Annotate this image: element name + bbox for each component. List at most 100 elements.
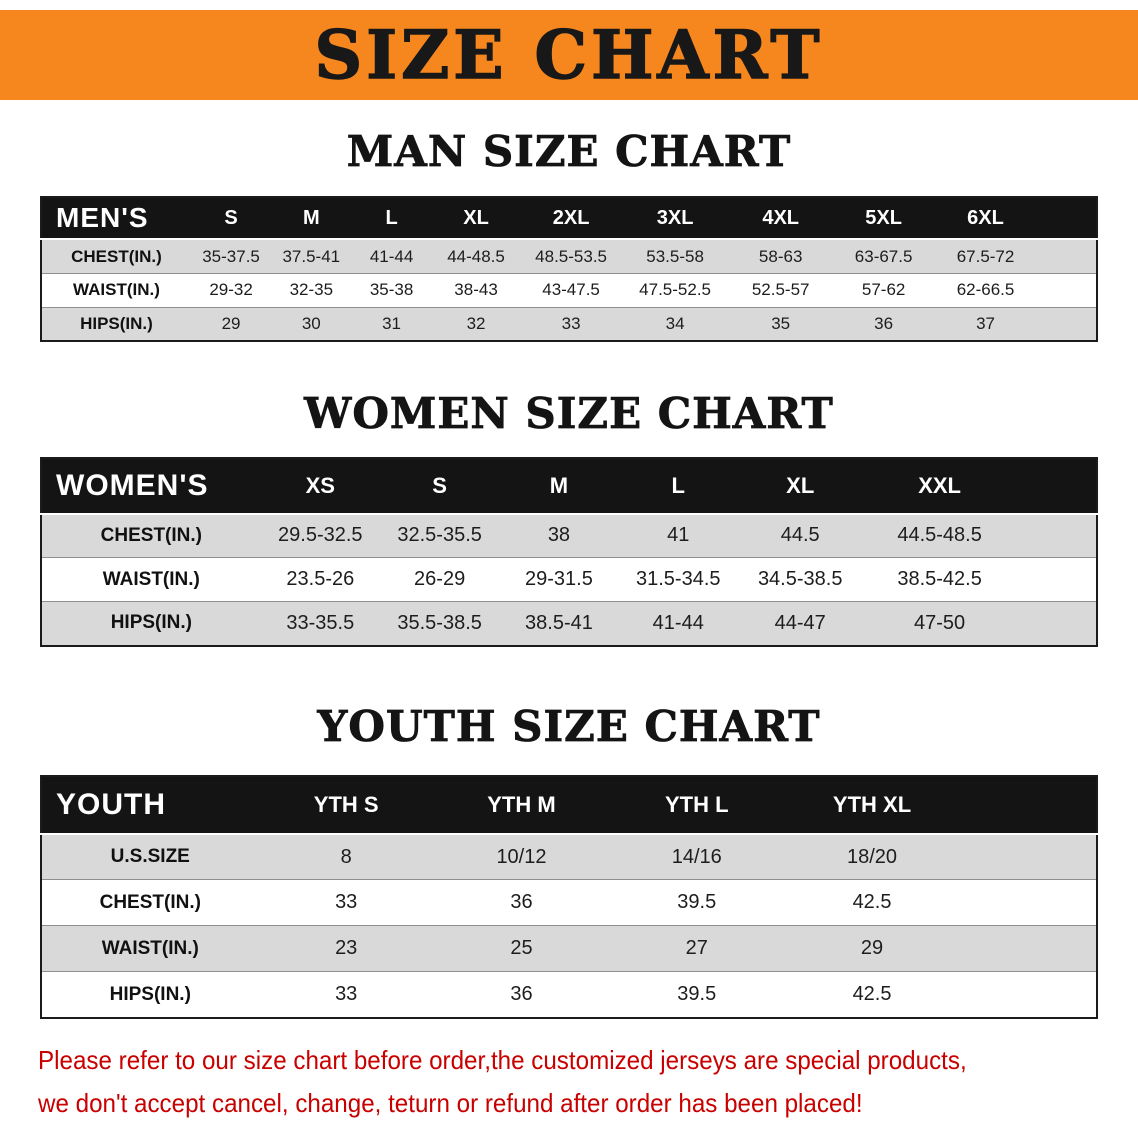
size-value: 42.5 [784,971,960,1018]
size-value: 58-63 [728,238,833,274]
size-value: 32-35 [271,272,352,308]
size-value: 36 [433,879,610,926]
column-header: M [499,457,619,514]
men-size-table: MEN'S S M L XL 2XL 3XL 4XL 5XL 6XL CHEST(IN.) 35-37… [40,196,1098,343]
size-value: 44.5-48.5 [862,512,1017,558]
size-value: 39.5 [609,879,785,926]
table-corner-label: MEN'S [41,197,191,240]
column-header: 3XL [621,197,729,240]
row-filler [1036,306,1097,342]
column-header: YTH M [433,775,610,834]
size-value: 47-50 [862,601,1017,646]
size-value: 29 [190,306,272,342]
size-value: 31 [351,306,432,342]
column-header: XL [737,457,863,514]
size-value: 44.5 [737,512,863,558]
size-value: 67.5-72 [934,238,1037,274]
size-value: 41-44 [351,238,432,274]
row-label: WAIST(IN.) [41,925,259,972]
size-value: 34.5-38.5 [737,557,863,602]
row-filler [1016,601,1097,646]
size-value: 33-35.5 [260,601,380,646]
table-header-row: MEN'S S M L XL 2XL 3XL 4XL 5XL 6XL [41,197,1097,240]
column-header: YTH XL [784,775,960,834]
column-header: L [351,197,432,240]
size-value: 42.5 [784,879,960,926]
row-filler [959,879,1097,926]
column-header: 4XL [728,197,833,240]
size-value: 31.5-34.5 [618,557,738,602]
column-header: XXL [862,457,1017,514]
row-label: HIPS(IN.) [41,601,261,646]
column-header: S [379,457,500,514]
row-label: HIPS(IN.) [41,971,259,1018]
banner: SIZE CHART [0,10,1138,100]
size-value: 44-48.5 [431,238,521,274]
row-label: U.S.SIZE [41,832,259,880]
header-filler [959,775,1097,834]
column-header: M [271,197,352,240]
column-header: XS [260,457,380,514]
youth-size-table: YOUTH YTH S YTH M YTH L YTH XL U.S.SIZE 8 10/12… [40,774,1098,1019]
size-value: 29-32 [190,272,272,308]
size-value: 62-66.5 [934,272,1037,308]
size-value: 30 [271,306,352,342]
size-value: 23.5-26 [260,557,380,602]
size-value: 35-38 [351,272,432,308]
row-filler [1016,557,1097,602]
youth-section-title: YOUTH SIZE CHART [317,701,821,751]
size-value: 36 [832,306,935,342]
size-value: 25 [433,925,610,972]
size-value: 26-29 [379,557,500,602]
size-value: 38.5-42.5 [862,557,1017,602]
size-value: 38 [499,512,619,558]
disclaimer: Please refer to our size chart before or… [38,1045,1138,1119]
column-header: 6XL [934,197,1037,240]
size-value: 29 [784,925,960,972]
row-label: WAIST(IN.) [41,272,191,308]
size-value: 35-37.5 [190,238,272,274]
header-filler [1036,197,1097,240]
page-title: SIZE CHART [314,15,824,95]
size-value: 23 [258,925,434,972]
column-header: S [190,197,272,240]
size-value: 44-47 [737,601,863,646]
size-value: 41-44 [618,601,738,646]
table-row: HIPS(IN.) 29 30 31 32 33 34 35 36 37 [41,306,1097,342]
table-row: WAIST(IN.) 23.5-26 26-29 29-31.5 31.5-34.5 34… [41,557,1097,602]
column-header: L [618,457,738,514]
size-value: 18/20 [784,832,960,880]
size-value: 38-43 [431,272,521,308]
row-label: CHEST(IN.) [41,512,261,558]
size-value: 53.5-58 [621,238,729,274]
column-header: 2XL [520,197,622,240]
row-filler [1016,512,1097,558]
size-value: 10/12 [433,832,610,880]
size-value: 37.5-41 [271,238,352,274]
column-header: 5XL [832,197,935,240]
row-filler [959,925,1097,972]
size-value: 48.5-53.5 [520,238,622,274]
size-value: 41 [618,512,738,558]
size-value: 52.5-57 [728,272,833,308]
size-value: 35.5-38.5 [379,601,500,646]
row-label: HIPS(IN.) [41,306,191,342]
size-value: 29-31.5 [499,557,619,602]
women-size-table: WOMEN'S XS S M L XL XXL CHEST(IN.) 29.5-32.5 32.5… [40,456,1098,647]
column-header: XL [431,197,521,240]
size-value: 32 [431,306,521,342]
row-label: CHEST(IN.) [41,879,259,926]
table-row: CHEST(IN.) 33 36 39.5 42.5 [41,879,1097,926]
column-header: YTH L [609,775,785,834]
men-section: MAN SIZE CHART MEN'S S M L XL 2XL 3XL 4XL 5XL 6XL… [0,127,1138,343]
size-value: 14/16 [609,832,785,880]
youth-section: YOUTH SIZE CHART YOUTH YTH S YTH M YTH L YTH… [0,701,1138,1019]
size-value: 33 [520,306,622,342]
row-filler [1036,272,1097,308]
size-value: 33 [258,879,434,926]
size-value: 32.5-35.5 [379,512,500,558]
size-value: 29.5-32.5 [260,512,380,558]
men-section-title: MAN SIZE CHART [346,127,792,176]
row-filler [959,971,1097,1018]
size-value: 63-67.5 [832,238,935,274]
